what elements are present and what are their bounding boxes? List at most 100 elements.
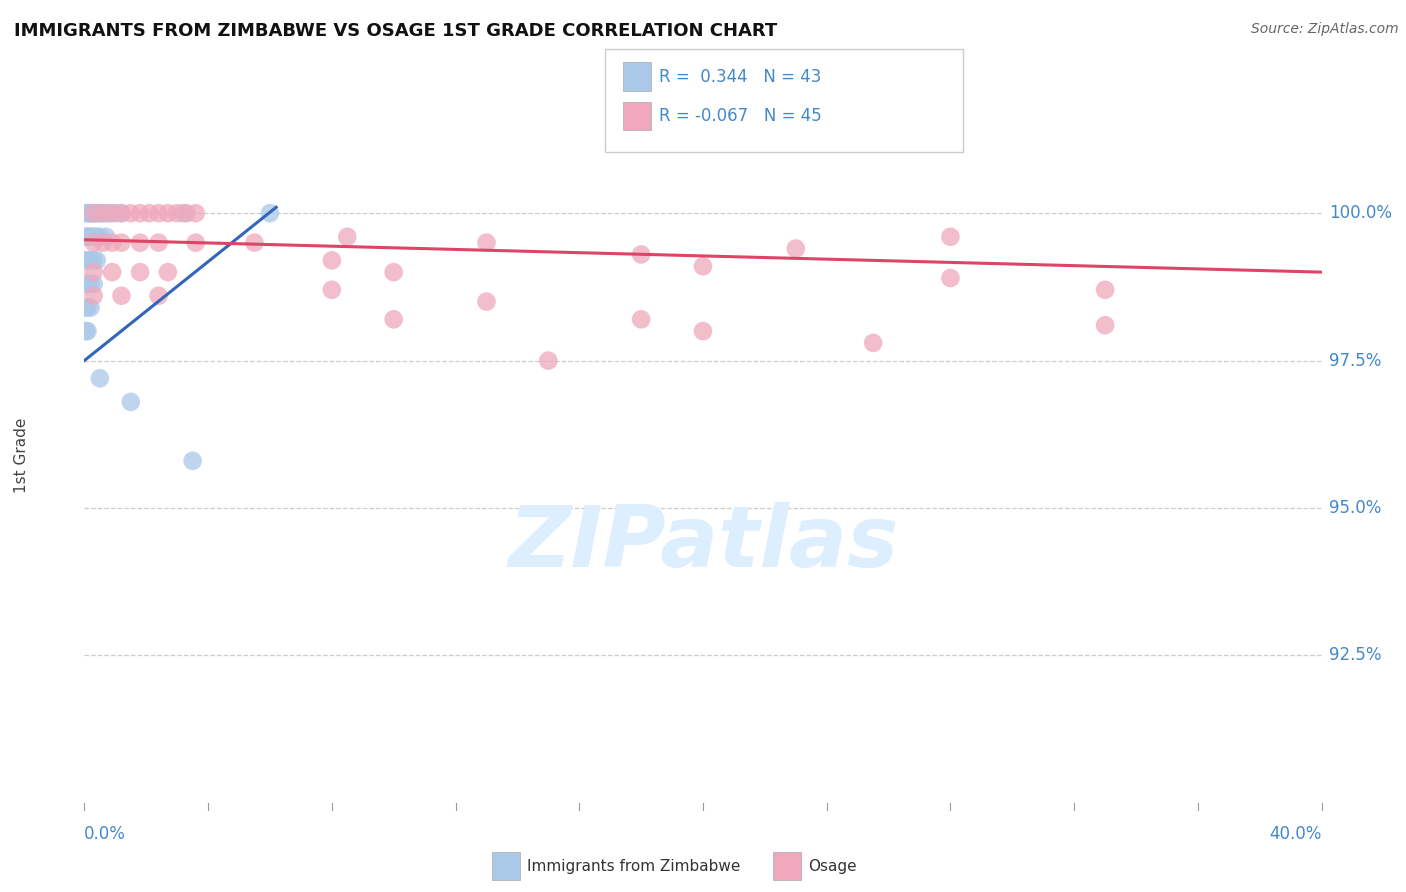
Point <box>101 265 124 279</box>
Point <box>83 206 105 220</box>
Text: 95.0%: 95.0% <box>1329 499 1381 517</box>
Point <box>475 235 498 250</box>
Point <box>83 206 105 220</box>
Point <box>83 265 105 279</box>
Point <box>91 206 114 220</box>
Point <box>630 247 652 261</box>
Text: Source: ZipAtlas.com: Source: ZipAtlas.com <box>1251 22 1399 37</box>
Point <box>77 229 100 244</box>
Point <box>75 206 97 220</box>
Point <box>939 229 962 244</box>
Text: IMMIGRANTS FROM ZIMBABWE VS OSAGE 1ST GRADE CORRELATION CHART: IMMIGRANTS FROM ZIMBABWE VS OSAGE 1ST GR… <box>14 22 778 40</box>
Point <box>94 229 117 244</box>
Point <box>75 301 97 315</box>
Point <box>75 229 97 244</box>
Point <box>148 206 170 220</box>
Point <box>1094 283 1116 297</box>
Point <box>939 271 962 285</box>
Point <box>166 206 188 220</box>
Point <box>82 206 104 220</box>
Point <box>129 235 152 250</box>
Point <box>75 324 97 338</box>
Point <box>83 289 105 303</box>
Point <box>86 229 108 244</box>
Point <box>176 206 198 220</box>
Point <box>101 235 124 250</box>
Point <box>76 277 98 291</box>
Point <box>94 206 117 220</box>
Point <box>537 353 560 368</box>
Point <box>75 253 97 268</box>
Point <box>89 371 111 385</box>
Point <box>83 235 105 250</box>
Point <box>76 206 98 220</box>
Text: Osage: Osage <box>808 859 858 873</box>
Point <box>91 206 114 220</box>
Point <box>382 265 405 279</box>
Point <box>785 242 807 256</box>
Point <box>630 312 652 326</box>
Point <box>84 206 107 220</box>
Point <box>138 206 160 220</box>
Point <box>110 206 132 220</box>
Text: 0.0%: 0.0% <box>84 825 127 843</box>
Point <box>110 206 132 220</box>
Point <box>75 277 97 291</box>
Point <box>259 206 281 220</box>
Point <box>129 265 152 279</box>
Point <box>692 324 714 338</box>
Point <box>692 259 714 273</box>
Text: R =  0.344   N = 43: R = 0.344 N = 43 <box>659 68 821 86</box>
Point <box>91 235 114 250</box>
Point <box>79 277 101 291</box>
Point <box>101 206 124 220</box>
Text: ZIPatlas: ZIPatlas <box>508 502 898 585</box>
Point <box>321 283 343 297</box>
Point <box>156 206 179 220</box>
Point <box>86 206 108 220</box>
Point <box>77 206 100 220</box>
Point <box>120 395 142 409</box>
Text: Immigrants from Zimbabwe: Immigrants from Zimbabwe <box>527 859 741 873</box>
Point <box>83 253 105 268</box>
Point <box>104 206 127 220</box>
Point <box>181 454 204 468</box>
Point <box>89 206 111 220</box>
Text: 1st Grade: 1st Grade <box>14 417 28 492</box>
Point <box>76 253 98 268</box>
Point <box>336 229 359 244</box>
Point <box>184 206 207 220</box>
Point <box>184 235 207 250</box>
Point <box>172 206 194 220</box>
Text: 92.5%: 92.5% <box>1329 647 1381 665</box>
Text: 100.0%: 100.0% <box>1329 204 1392 222</box>
Point <box>79 253 101 268</box>
Point <box>475 294 498 309</box>
Point <box>89 229 111 244</box>
Point <box>76 301 98 315</box>
Text: 97.5%: 97.5% <box>1329 351 1381 369</box>
Point <box>862 335 884 350</box>
Point <box>156 265 179 279</box>
Point <box>321 253 343 268</box>
Point <box>76 324 98 338</box>
Point <box>382 312 405 326</box>
Point <box>1094 318 1116 333</box>
Point <box>148 235 170 250</box>
Point <box>120 206 142 220</box>
Text: R = -0.067   N = 45: R = -0.067 N = 45 <box>659 107 823 125</box>
Point <box>83 277 105 291</box>
Point <box>129 206 152 220</box>
Point <box>79 301 101 315</box>
Point <box>83 229 105 244</box>
Point <box>86 253 108 268</box>
Point <box>98 206 121 220</box>
Text: 40.0%: 40.0% <box>1270 825 1322 843</box>
Point <box>110 235 132 250</box>
Point <box>79 206 101 220</box>
Point <box>148 289 170 303</box>
Point <box>76 229 98 244</box>
Point <box>79 229 101 244</box>
Point <box>243 235 266 250</box>
Point <box>110 289 132 303</box>
